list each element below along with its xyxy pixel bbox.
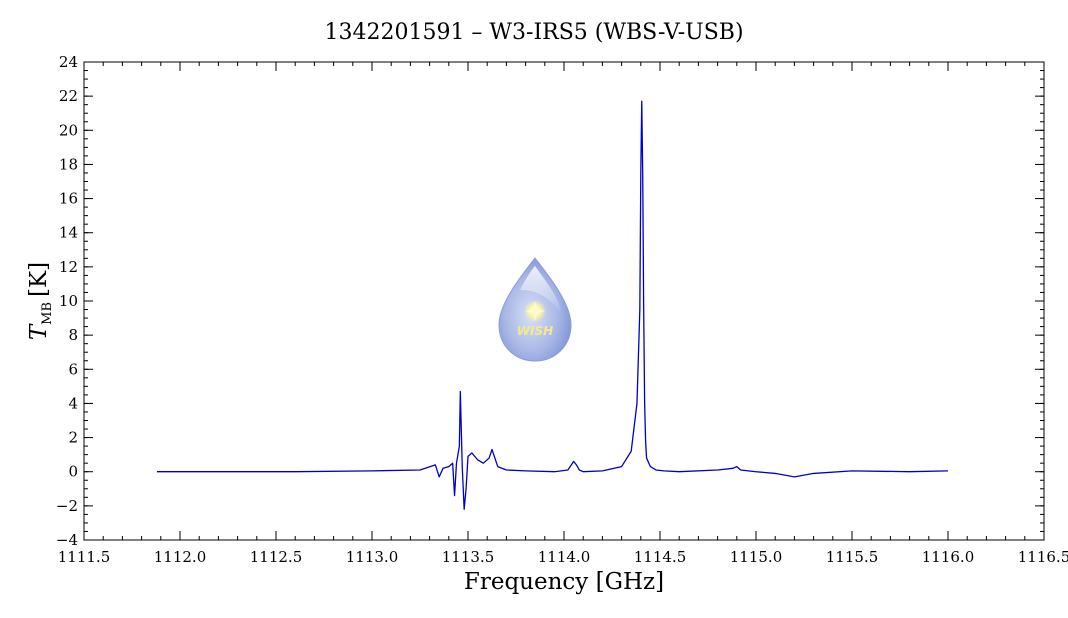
y-tick-label: 0 bbox=[68, 463, 78, 481]
x-axis: 1111.5 1112.0 1112.5 1113.0 1113.5 1114.0 1114… bbox=[58, 62, 1068, 566]
y-axis-title-main: T bbox=[26, 323, 52, 340]
x-tick-label: 1116.5 bbox=[1018, 548, 1068, 566]
y-tick-label: 20 bbox=[59, 121, 78, 139]
y-tick-label: 10 bbox=[59, 292, 78, 310]
y-tick-label: 24 bbox=[59, 53, 78, 71]
y-tick-label: 16 bbox=[59, 190, 78, 208]
x-tick-label: 1114.5 bbox=[634, 548, 687, 566]
y-tick-label: 14 bbox=[59, 224, 78, 242]
x-tick-label: 1113.5 bbox=[442, 548, 495, 566]
y-tick-label: 12 bbox=[59, 258, 78, 276]
x-tick-label: 1115.5 bbox=[826, 548, 879, 566]
x-axis-title: Frequency [GHz] bbox=[464, 569, 664, 595]
wish-logo-text: WISH bbox=[517, 324, 553, 338]
y-tick-label: 8 bbox=[68, 326, 78, 344]
x-tick-label: 1114.0 bbox=[538, 548, 591, 566]
chart-title: 1342201591 – W3-IRS5 (WBS-V-USB) bbox=[324, 20, 743, 45]
x-tick-label: 1113.0 bbox=[346, 548, 399, 566]
y-axis-title-unit: [K] bbox=[26, 262, 52, 297]
y-tick-label: −2 bbox=[56, 497, 78, 515]
y-tick-label: 4 bbox=[68, 394, 78, 412]
x-tick-label: 1116.0 bbox=[922, 548, 975, 566]
y-axis-title: TMB [K] bbox=[26, 262, 55, 340]
x-tick-label: 1115.0 bbox=[730, 548, 783, 566]
spectrum-line bbox=[156, 100, 949, 510]
wish-logo: WISH bbox=[498, 257, 572, 362]
y-tick-label: 6 bbox=[68, 360, 78, 378]
x-tick-label: 1111.5 bbox=[58, 548, 111, 566]
y-tick-label: 2 bbox=[68, 429, 78, 447]
y-axis-title-subscript: MB bbox=[40, 302, 55, 325]
series-layer bbox=[156, 100, 949, 510]
y-tick-label: −4 bbox=[56, 531, 78, 549]
y-tick-label: 22 bbox=[59, 87, 78, 105]
x-tick-label: 1112.0 bbox=[154, 548, 207, 566]
y-tick-label: 18 bbox=[59, 155, 78, 173]
x-tick-label: 1112.5 bbox=[250, 548, 303, 566]
